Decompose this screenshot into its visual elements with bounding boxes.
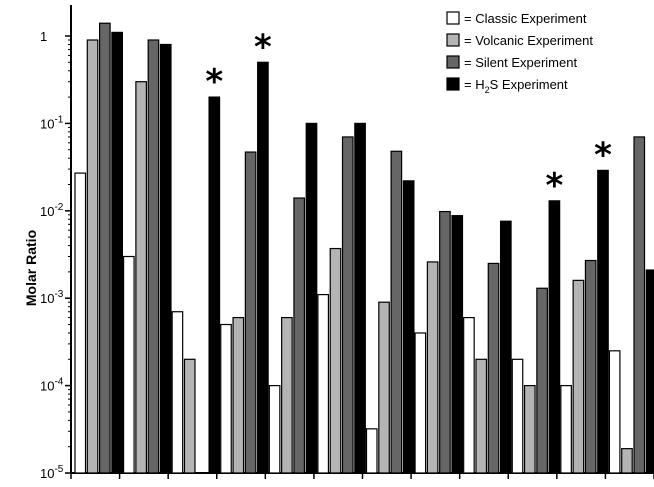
y-tick-label-5: 10-5 bbox=[40, 464, 64, 481]
bar-series-1-group-4 bbox=[281, 316, 293, 474]
y-tick-label-3: 10-3 bbox=[40, 289, 64, 306]
bar-series-2-group-0 bbox=[98, 22, 111, 474]
bar-series-0-group-5 bbox=[317, 293, 330, 474]
bar-series-0-group-4 bbox=[268, 385, 281, 474]
bar-series-1-group-5 bbox=[329, 247, 342, 474]
legend-swatch-1 bbox=[446, 33, 460, 47]
bar-series-1-group-11 bbox=[621, 448, 633, 474]
bar-series-1-group-2 bbox=[183, 358, 196, 474]
annotation-layer: * * * * bbox=[205, 27, 612, 206]
legend-label-1: = Volcanic Experiment bbox=[464, 33, 593, 48]
bar-series-2-group-1 bbox=[147, 39, 160, 474]
bar-series-1-group-6 bbox=[378, 301, 390, 474]
bar-series-3-group-4 bbox=[305, 122, 318, 474]
legend-label-3: = H2S Experiment bbox=[464, 77, 568, 95]
bar-layer bbox=[74, 22, 654, 474]
bar-series-3-group-10 bbox=[597, 169, 609, 474]
legend-swatch-2 bbox=[446, 55, 460, 69]
bar-series-2-group-8 bbox=[487, 262, 500, 474]
bar-series-3-group-3 bbox=[257, 61, 269, 474]
bar-series-2-group-3 bbox=[244, 151, 257, 474]
bar-series-2-group-7 bbox=[439, 210, 451, 474]
legend-label-2: = Silent Experiment bbox=[464, 55, 577, 70]
y-tick-label-4: 10-4 bbox=[40, 377, 64, 394]
significance-asterisk-0: * bbox=[205, 62, 223, 102]
significance-asterisk-1: * bbox=[254, 27, 272, 67]
y-axis-label: Molar Ratio bbox=[23, 230, 39, 306]
bar-series-1-group-9 bbox=[523, 385, 536, 474]
bar-series-2-group-9 bbox=[536, 287, 548, 474]
bar-series-3-group-9 bbox=[548, 200, 561, 474]
bar-series-1-group-3 bbox=[232, 316, 245, 474]
bar-series-0-group-8 bbox=[463, 316, 475, 474]
bar-series-2-group-5 bbox=[341, 136, 354, 474]
y-tick-label-0: 1 bbox=[40, 29, 47, 44]
bar-series-1-group-7 bbox=[426, 261, 439, 474]
y-tick-label-1: 10-1 bbox=[40, 114, 64, 131]
legend-swatch-3 bbox=[446, 77, 460, 91]
legend-swatch-0 bbox=[446, 11, 460, 25]
bar-series-0-group-6 bbox=[365, 428, 378, 474]
legend: = Classic Experiment = Volcanic Experimen… bbox=[446, 11, 593, 95]
bar-series-3-group-8 bbox=[499, 220, 512, 474]
bar-series-3-group-6 bbox=[402, 180, 415, 474]
bar-series-2-group-10 bbox=[584, 259, 597, 474]
bar-series-2-group-4 bbox=[293, 197, 306, 474]
bar-series-3-group-5 bbox=[354, 122, 366, 474]
bar-series-3-group-11 bbox=[645, 269, 654, 474]
y-tick-label-2: 10-2 bbox=[40, 202, 64, 219]
bar-series-1-group-10 bbox=[572, 279, 585, 474]
bar-series-1-group-1 bbox=[135, 81, 147, 474]
bar-series-3-group-7 bbox=[451, 215, 464, 474]
legend-label-0: = Classic Experiment bbox=[464, 11, 587, 26]
bar-series-3-group-0 bbox=[111, 31, 124, 474]
bar-series-0-group-1 bbox=[122, 255, 135, 474]
bar-series-0-group-3 bbox=[220, 323, 232, 474]
bar-series-0-group-2 bbox=[171, 311, 184, 474]
bar-series-1-group-8 bbox=[475, 358, 488, 474]
significance-asterisk-3: * bbox=[594, 135, 612, 175]
bar-series-2-group-6 bbox=[390, 150, 403, 474]
bar-series-1-group-0 bbox=[86, 39, 99, 474]
bar-series-2-group-11 bbox=[633, 136, 646, 474]
bar-series-0-group-7 bbox=[414, 332, 427, 474]
bar-series-3-group-1 bbox=[159, 43, 172, 474]
bar-series-0-group-0 bbox=[74, 172, 87, 474]
bar-series-3-group-2 bbox=[208, 96, 221, 474]
bar-series-0-group-11 bbox=[608, 350, 621, 474]
bar-series-0-group-9 bbox=[511, 358, 524, 474]
significance-asterisk-2: * bbox=[546, 166, 564, 206]
bar-series-0-group-10 bbox=[560, 385, 572, 474]
